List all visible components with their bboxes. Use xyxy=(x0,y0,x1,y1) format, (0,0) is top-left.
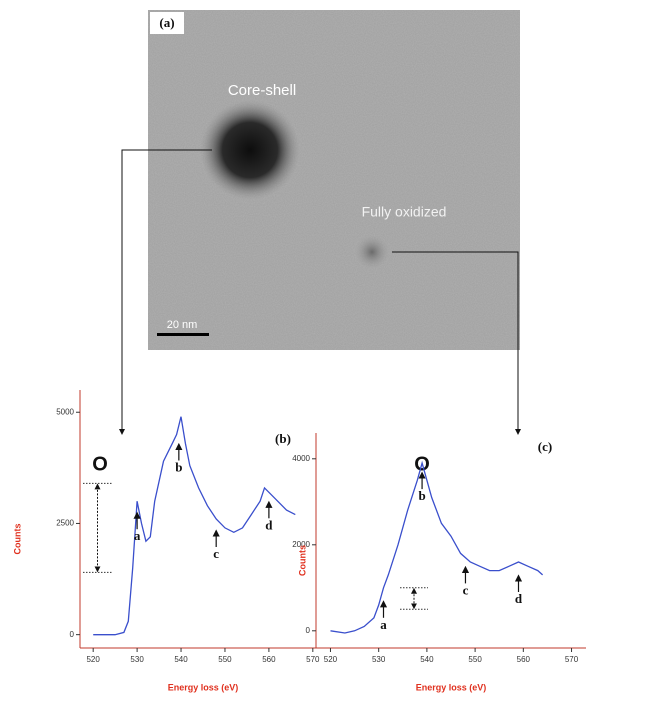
core-shell-particle xyxy=(200,100,300,200)
y-tick-label: 0 xyxy=(70,630,75,639)
x-tick-label: 560 xyxy=(262,655,276,664)
x-tick-label: 560 xyxy=(517,655,531,664)
annotation-label: d xyxy=(265,517,273,532)
x-tick-label: 530 xyxy=(372,655,386,664)
tem-image: (a) Core-shell Fully oxidized 20 nm xyxy=(148,10,520,350)
x-tick-label: 550 xyxy=(218,655,232,664)
panel-label: (b) xyxy=(275,431,291,446)
scale-label: 20 nm xyxy=(167,319,198,331)
x-axis-title: Energy loss (eV) xyxy=(416,682,487,692)
x-tick-label: 570 xyxy=(306,655,320,664)
x-tick-label: 540 xyxy=(174,655,188,664)
annotation-label: a xyxy=(380,617,387,632)
x-tick-label: 540 xyxy=(420,655,434,664)
panel-label: (c) xyxy=(538,439,552,454)
x-tick-label: 550 xyxy=(468,655,482,664)
panel-label: (a) xyxy=(159,15,174,30)
x-tick-label: 520 xyxy=(86,655,100,664)
annotation-label: c xyxy=(463,582,469,597)
y-tick-label: 2500 xyxy=(56,519,74,528)
spectrum-line xyxy=(331,463,543,633)
figure: (a) Core-shell Fully oxidized 20 nm 520 5… xyxy=(0,0,648,696)
annotation-label: c xyxy=(213,546,219,561)
x-tick-label: 530 xyxy=(130,655,144,664)
annotation-label: b xyxy=(418,488,425,503)
annotation-label: d xyxy=(515,591,523,606)
y-tick-label: 5000 xyxy=(56,407,74,416)
y-tick-label: 4000 xyxy=(292,454,310,463)
annotation-label: b xyxy=(175,459,182,474)
image-label: Fully oxidized xyxy=(362,204,447,220)
image-noise xyxy=(148,10,520,350)
element-label: O xyxy=(92,453,108,475)
x-axis-title: Energy loss (eV) xyxy=(168,682,239,692)
annotation-label: a xyxy=(134,528,141,543)
x-tick-label: 520 xyxy=(324,655,338,664)
oxidized-particle xyxy=(355,235,389,269)
y-axis-title: Counts xyxy=(297,545,307,576)
image-label: Core-shell xyxy=(228,82,296,99)
x-tick-label: 570 xyxy=(565,655,579,664)
scale-bar xyxy=(157,333,209,336)
y-tick-label: 0 xyxy=(306,626,311,635)
y-axis-title: Counts xyxy=(12,524,22,555)
